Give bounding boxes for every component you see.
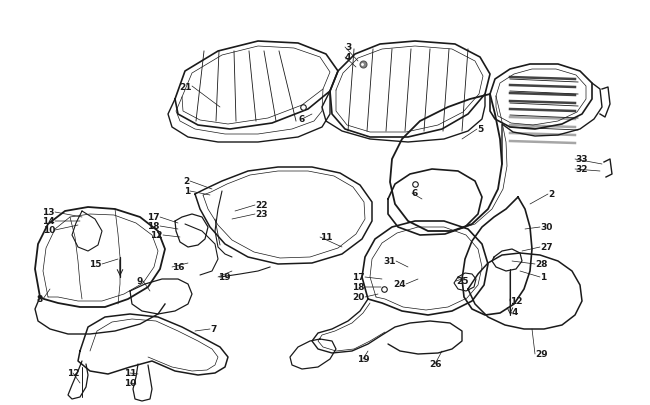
Text: 23: 23 (255, 210, 268, 219)
Text: 8: 8 (37, 295, 43, 304)
Text: 4: 4 (345, 53, 352, 62)
Text: 2: 2 (184, 177, 190, 186)
Text: 2: 2 (548, 190, 554, 199)
Text: 3: 3 (345, 43, 351, 52)
Text: 1: 1 (184, 187, 190, 196)
Text: 7: 7 (210, 325, 216, 334)
Text: 6: 6 (412, 189, 418, 198)
Text: 33: 33 (575, 155, 588, 164)
Text: 12: 12 (151, 231, 163, 240)
Text: 26: 26 (429, 360, 441, 369)
Text: 30: 30 (540, 223, 552, 232)
Text: 9: 9 (136, 277, 143, 286)
Text: 19: 19 (218, 273, 231, 282)
Text: 28: 28 (535, 260, 547, 269)
Text: 10: 10 (43, 226, 55, 235)
Text: 19: 19 (357, 355, 369, 364)
Text: 5: 5 (477, 125, 483, 134)
Text: 1: 1 (540, 273, 546, 282)
Text: 27: 27 (540, 243, 552, 252)
Text: 17: 17 (148, 213, 160, 222)
Text: 20: 20 (352, 293, 365, 302)
Text: 24: 24 (393, 280, 406, 289)
Text: 25: 25 (456, 277, 469, 286)
Text: 11: 11 (320, 233, 333, 242)
Text: 12: 12 (67, 369, 79, 377)
Text: 13: 13 (42, 208, 55, 217)
Text: 17: 17 (352, 273, 365, 282)
Text: 32: 32 (575, 165, 588, 174)
Text: 18: 18 (148, 222, 160, 231)
Text: 4: 4 (512, 308, 519, 317)
Text: 11: 11 (124, 369, 136, 377)
Text: 22: 22 (255, 201, 268, 210)
Text: 10: 10 (124, 379, 136, 388)
Text: 15: 15 (90, 260, 102, 269)
Text: 16: 16 (172, 263, 185, 272)
Text: 14: 14 (42, 217, 55, 226)
Text: 6: 6 (299, 115, 305, 124)
Text: 12: 12 (510, 297, 523, 306)
Text: 21: 21 (179, 82, 192, 91)
Text: 31: 31 (384, 257, 396, 266)
Text: 29: 29 (535, 350, 547, 358)
Text: 18: 18 (352, 283, 365, 292)
